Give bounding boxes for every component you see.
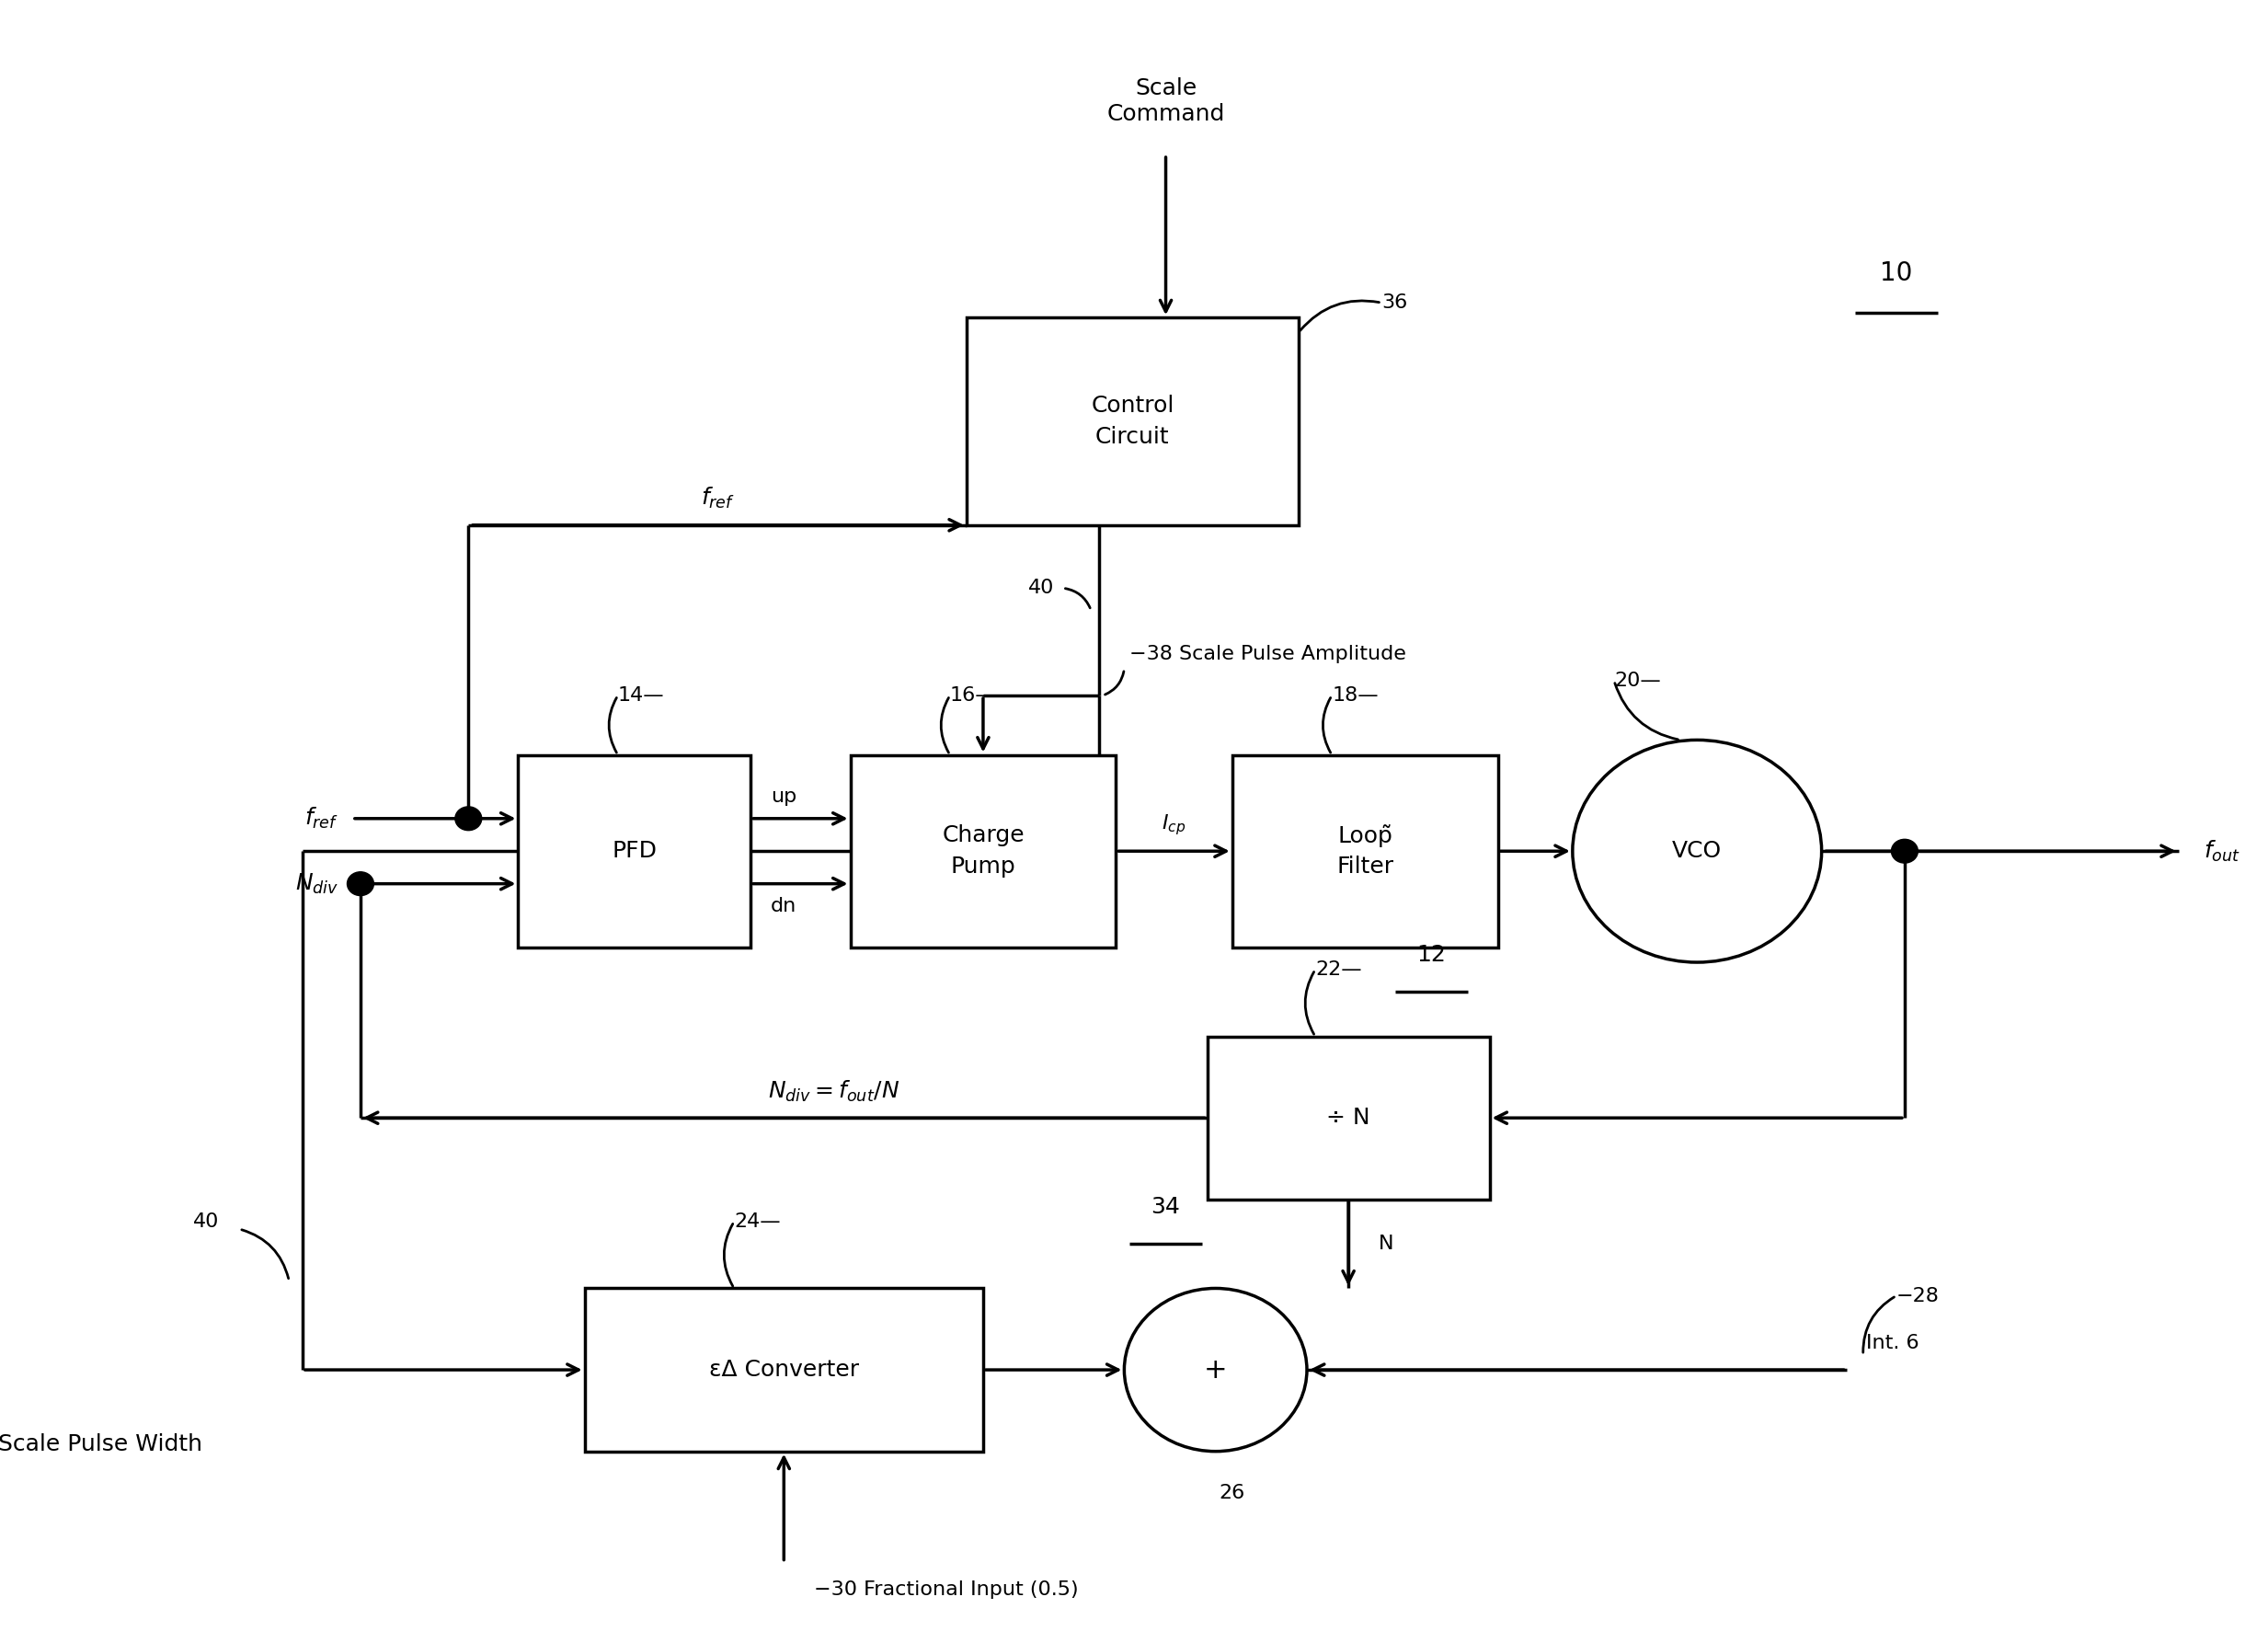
Text: VCO: VCO bbox=[1672, 840, 1721, 863]
Circle shape bbox=[1125, 1288, 1306, 1451]
Text: −38 Scale Pulse Amplitude: −38 Scale Pulse Amplitude bbox=[1129, 644, 1406, 662]
Text: −30 Fractional Input (0.5): −30 Fractional Input (0.5) bbox=[814, 1581, 1077, 1599]
Text: +: + bbox=[1204, 1357, 1227, 1383]
Text: Int. 6: Int. 6 bbox=[1867, 1334, 1919, 1352]
Text: $N_{div}=f_{out}/N$: $N_{div}=f_{out}/N$ bbox=[769, 1079, 900, 1104]
Bar bbox=[1232, 754, 1497, 948]
Circle shape bbox=[1572, 739, 1821, 963]
Text: Loop̃
Filter: Loop̃ Filter bbox=[1336, 825, 1393, 877]
Text: $I_{cp}$: $I_{cp}$ bbox=[1161, 812, 1186, 836]
Text: 12: 12 bbox=[1418, 943, 1447, 966]
Text: Scale Pulse Width: Scale Pulse Width bbox=[0, 1433, 202, 1456]
Text: 10: 10 bbox=[1880, 260, 1912, 286]
Text: 26: 26 bbox=[1220, 1484, 1245, 1502]
Circle shape bbox=[347, 872, 374, 895]
Text: $f_{ref}$: $f_{ref}$ bbox=[304, 807, 338, 831]
Text: −28: −28 bbox=[1896, 1286, 1939, 1305]
Bar bbox=[850, 754, 1116, 948]
Text: ÷ N: ÷ N bbox=[1327, 1107, 1370, 1129]
Text: $N_{div}$: $N_{div}$ bbox=[295, 872, 338, 895]
Text: up: up bbox=[771, 787, 796, 805]
Text: PFD: PFD bbox=[612, 840, 658, 863]
Text: 14—: 14— bbox=[617, 687, 665, 705]
Text: 40: 40 bbox=[193, 1213, 220, 1231]
Text: 24—: 24— bbox=[735, 1213, 780, 1231]
Bar bbox=[966, 317, 1300, 526]
Text: $f_{ref}$: $f_{ref}$ bbox=[701, 486, 735, 511]
Text: εΔ Converter: εΔ Converter bbox=[710, 1359, 860, 1380]
Text: N: N bbox=[1379, 1234, 1393, 1254]
Circle shape bbox=[1892, 840, 1919, 863]
Text: 16—: 16— bbox=[950, 687, 996, 705]
Bar bbox=[1207, 1037, 1490, 1199]
Text: 34: 34 bbox=[1152, 1196, 1179, 1217]
Bar bbox=[585, 1288, 982, 1451]
Text: $f_{out}$: $f_{out}$ bbox=[2204, 838, 2241, 864]
Text: Charge
Pump: Charge Pump bbox=[941, 825, 1025, 877]
Text: dn: dn bbox=[771, 897, 796, 915]
Text: 36: 36 bbox=[1381, 294, 1408, 312]
Circle shape bbox=[456, 807, 481, 830]
Text: Control
Circuit: Control Circuit bbox=[1091, 394, 1175, 449]
Text: 18—: 18— bbox=[1331, 687, 1379, 705]
Bar bbox=[517, 754, 751, 948]
Text: Scale
Command: Scale Command bbox=[1107, 77, 1225, 125]
Text: 22—: 22— bbox=[1315, 961, 1361, 979]
Text: 20—: 20— bbox=[1615, 672, 1660, 690]
Text: 40: 40 bbox=[1027, 578, 1055, 598]
